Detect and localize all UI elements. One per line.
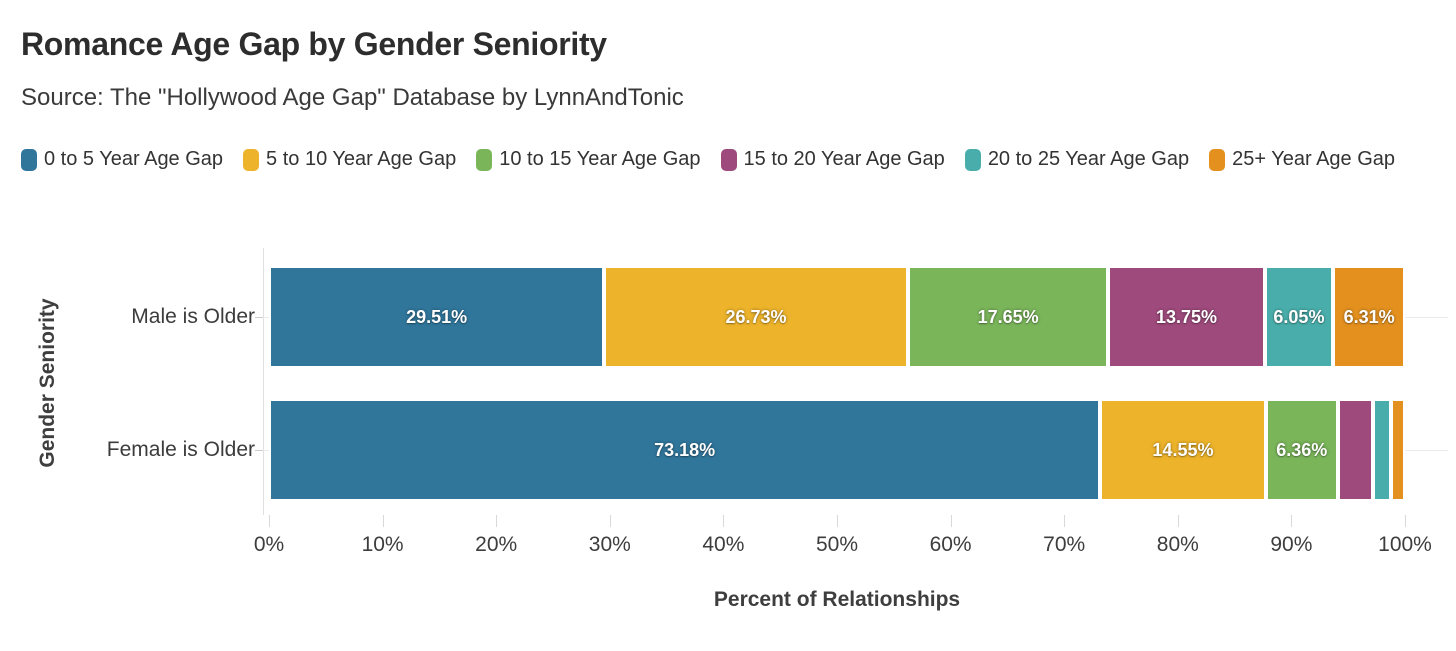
x-axis-tick — [1291, 515, 1293, 527]
legend-swatch-icon — [964, 148, 981, 171]
x-axis-tick — [1177, 515, 1179, 527]
bar-segment-female-is-older-0-to-5-year-age-gap[interactable]: 73.18% — [269, 399, 1101, 501]
x-axis-tick — [1405, 515, 1406, 527]
bar-segment-value: 17.65% — [977, 306, 1039, 327]
x-axis-tick — [382, 515, 384, 527]
bar-segment-male-is-older-0-to-5-year-age-gap[interactable]: 29.51% — [269, 266, 605, 368]
legend-item-25-year-age-gap[interactable]: 25+ Year Age Gap — [1209, 148, 1395, 171]
legend-item-label: 15 to 20 Year Age Gap — [743, 148, 945, 170]
x-tick-label-30: 30% — [588, 533, 631, 556]
x-tick-label-20: 20% — [475, 533, 518, 556]
bar-segment-value: 29.51% — [406, 306, 468, 327]
bar-segment-value: 13.75% — [1155, 306, 1217, 327]
x-axis-title: Percent of Relationships — [713, 588, 961, 611]
category-label-male-is-older: Male is Older — [131, 305, 255, 328]
legend-swatch-icon — [243, 148, 260, 171]
legend-swatch-icon — [1209, 148, 1226, 171]
bar-segment-male-is-older-15-to-20-year-age-gap[interactable]: 13.75% — [1108, 266, 1265, 368]
legend-item-5-to-10-year-age-gap[interactable]: 5 to 10 Year Age Gap — [243, 148, 456, 171]
x-tick-label-10: 10% — [361, 533, 404, 556]
x-tick-label-40: 40% — [702, 533, 745, 556]
legend-swatch-icon — [720, 148, 737, 171]
category-label-female-is-older: Female is Older — [106, 438, 255, 461]
legend-item-label: 5 to 10 Year Age Gap — [266, 148, 457, 170]
bar-segment-value: 6.31% — [1343, 306, 1395, 327]
bar-segment-value: 6.05% — [1273, 306, 1325, 327]
x-axis-tick — [496, 515, 498, 527]
bar-segment-male-is-older-5-to-10-year-age-gap[interactable]: 26.73% — [604, 266, 908, 368]
bar-segment-female-is-older-25-year-age-gap[interactable] — [1390, 399, 1405, 501]
legend-item-20-to-25-year-age-gap[interactable]: 20 to 25 Year Age Gap — [964, 148, 1190, 171]
y-axis-tick — [255, 450, 263, 451]
legend-item-label: 10 to 15 Year Age Gap — [499, 148, 701, 170]
x-tick-label-70: 70% — [1043, 533, 1086, 556]
x-tick-label-100: 100% — [1378, 533, 1432, 556]
chart-title: Romance Age Gap by Gender Seniority — [21, 26, 607, 62]
bar-segment-value: 73.18% — [654, 439, 716, 460]
x-axis-tick — [723, 515, 725, 527]
x-axis-tick — [269, 515, 270, 527]
bar-segment-female-is-older-20-to-25-year-age-gap[interactable] — [1372, 399, 1391, 501]
x-tick-label-0: 0% — [253, 533, 285, 556]
x-axis-tick — [609, 515, 611, 527]
legend-item-label: 20 to 25 Year Age Gap — [987, 148, 1190, 170]
bar-segment-male-is-older-10-to-15-year-age-gap[interactable]: 17.65% — [907, 266, 1109, 368]
y-axis-line — [263, 248, 264, 515]
legend-swatch-icon — [21, 148, 37, 171]
x-tick-label-90: 90% — [1270, 533, 1313, 556]
legend: 0 to 5 Year Age Gap 5 to 10 Year Age Gap 1… — [21, 148, 1441, 171]
legend-item-10-to-15-year-age-gap[interactable]: 10 to 15 Year Age Gap — [476, 148, 701, 171]
legend-item-0-to-5-year-age-gap[interactable]: 0 to 5 Year Age Gap — [21, 148, 223, 171]
bar-segment-value: 14.55% — [1152, 439, 1214, 460]
bar-segment-female-is-older-15-to-20-year-age-gap[interactable] — [1337, 399, 1373, 501]
x-axis-tick — [837, 515, 838, 527]
bar-segment-female-is-older-5-to-10-year-age-gap[interactable]: 14.55% — [1100, 399, 1266, 501]
x-tick-label-80: 80% — [1156, 533, 1199, 556]
legend-item-label: 0 to 5 Year Age Gap — [44, 148, 224, 170]
y-axis-tick — [255, 317, 263, 318]
x-tick-label-50: 50% — [815, 533, 859, 556]
bar-segment-value: 26.73% — [725, 306, 787, 327]
x-axis-tick — [950, 515, 952, 527]
legend-item-label: 25+ Year Age Gap — [1232, 148, 1396, 170]
bar-segment-male-is-older-25-year-age-gap[interactable]: 6.31% — [1333, 266, 1405, 368]
bar-segment-female-is-older-10-to-15-year-age-gap[interactable]: 6.36% — [1265, 399, 1338, 501]
x-axis-tick — [1064, 515, 1066, 527]
bar-segment-male-is-older-20-to-25-year-age-gap[interactable]: 6.05% — [1264, 266, 1334, 368]
legend-swatch-icon — [476, 148, 493, 171]
chart-subtitle: Source: The "Hollywood Age Gap" Database… — [21, 84, 684, 111]
legend-item-15-to-20-year-age-gap[interactable]: 15 to 20 Year Age Gap — [720, 148, 945, 171]
bar-segment-value: 6.36% — [1276, 439, 1328, 460]
x-tick-label-60: 60% — [929, 533, 972, 556]
